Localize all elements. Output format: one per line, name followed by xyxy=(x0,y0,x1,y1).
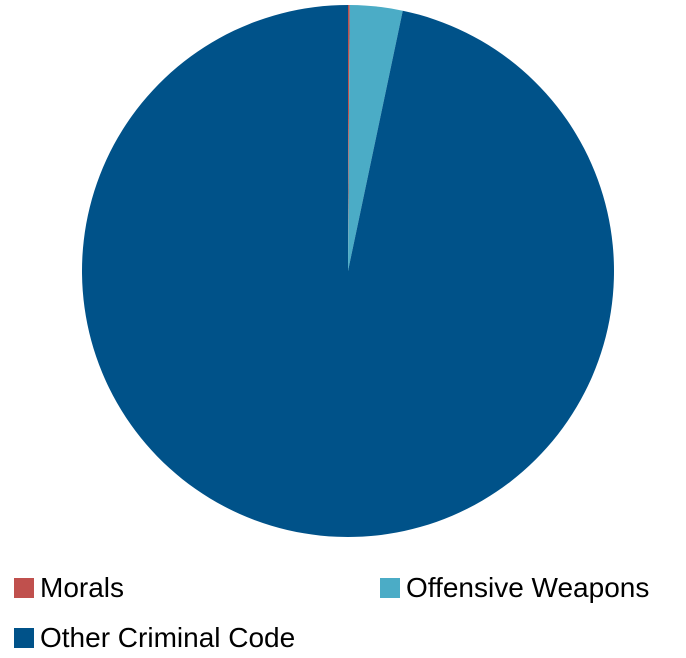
legend-swatch-other-criminal-code xyxy=(14,628,34,648)
legend-label-offensive-weapons: Offensive Weapons xyxy=(406,572,650,603)
legend-label-morals: Morals xyxy=(40,572,125,603)
pie-slice-offensive-weapons xyxy=(348,5,403,272)
legend-item-offensive-weapons: Offensive Weapons xyxy=(380,568,649,608)
pie-chart xyxy=(81,5,615,538)
pie-slice-morals xyxy=(348,5,350,271)
chart-legend: Morals Offensive Weapons Other Criminal … xyxy=(14,568,686,653)
pie-slice-other-criminal-code xyxy=(81,5,615,538)
legend-swatch-offensive-weapons xyxy=(380,578,400,598)
legend-swatch-morals xyxy=(14,578,34,598)
legend-item-other-criminal-code: Other Criminal Code xyxy=(14,618,295,658)
legend-item-morals: Morals xyxy=(14,568,124,608)
legend-label-other-criminal-code: Other Criminal Code xyxy=(40,622,296,653)
